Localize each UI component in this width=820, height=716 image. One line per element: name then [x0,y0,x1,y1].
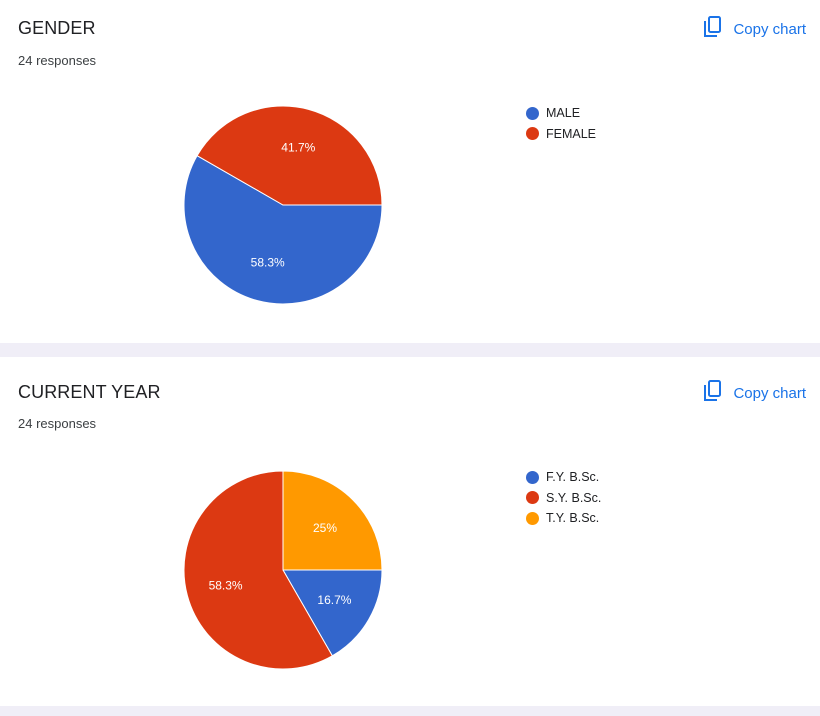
legend-label: MALE [546,106,581,121]
pie-chart-gender: 58.3% 41.7% [183,105,383,305]
legend-item-female: FEMALE [526,124,596,145]
pie-slice-male [183,154,383,305]
response-count: 24 responses [18,53,97,68]
legend-item-f-y-b-sc: F.Y. B.Sc. [526,467,601,488]
copy-chart-label: Copy chart [733,384,806,402]
legend-swatch [526,127,539,141]
pie-chart-current-year: 16.7% 58.3% 25% [183,470,383,670]
slice-label-f-y-b-sc: 16.7% [317,593,351,607]
legend-label: F.Y. B.Sc. [546,470,600,485]
legend-swatch [526,511,539,525]
legend-gender: MALE FEMALE [526,103,596,144]
chart-title: GENDER [18,18,96,38]
legend-label: T.Y. B.Sc. [546,511,600,526]
copy-icon [703,380,733,406]
copy-chart-button[interactable]: Copy chart [703,380,806,406]
pie-slice-s-y-b-sc [183,470,334,670]
pie-slice-t-y-b-sc [282,470,383,571]
slice-label-male: 58.3% [251,255,285,269]
slice-label-s-y-b-sc: 58.3% [209,578,243,592]
chart-card-current-year: CURRENT YEAR 24 responses Copy chart 16.… [0,357,820,706]
chart-title: CURRENT YEAR [18,382,161,402]
slice-label-t-y-b-sc: 25% [313,521,337,535]
copy-chart-button[interactable]: Copy chart [703,16,806,42]
legend-swatch [526,106,539,120]
pie-slice-f-y-b-sc [282,569,383,657]
legend-swatch [526,470,539,484]
copy-icon [703,16,733,42]
chart-card-gender: GENDER 24 responses Copy chart 58.3% 41.7… [0,0,820,343]
copy-chart-label: Copy chart [733,20,806,38]
slice-label-female: 41.7% [281,141,315,155]
legend-swatch [526,491,539,505]
legend-label: S.Y. B.Sc. [546,490,602,505]
legend-current-year: F.Y. B.Sc. S.Y. B.Sc. T.Y. B.Sc. [526,467,601,529]
response-count: 24 responses [18,416,97,431]
legend-item-t-y-b-sc: T.Y. B.Sc. [526,508,601,529]
pie-slice-female [196,105,383,206]
legend-label: FEMALE [546,126,597,141]
legend-item-male: MALE [526,103,596,124]
legend-item-s-y-b-sc: S.Y. B.Sc. [526,488,601,509]
